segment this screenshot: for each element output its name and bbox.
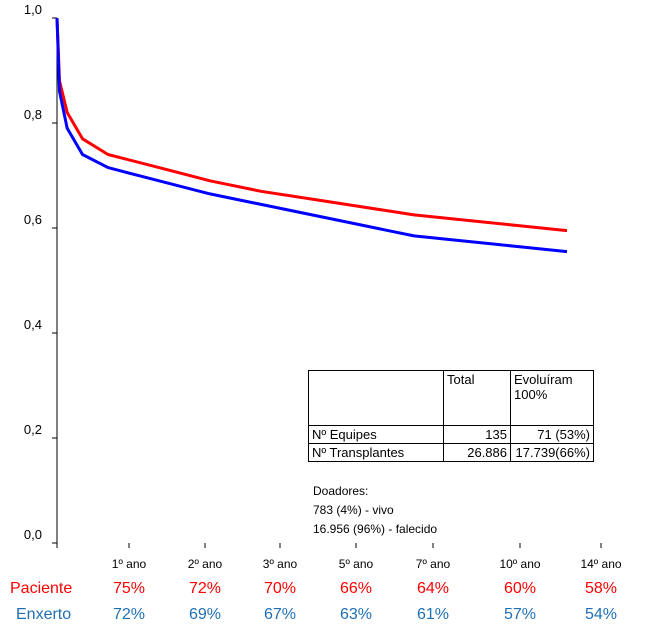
y-tick-label: 0,0	[23, 527, 42, 542]
series-lines	[55, 17, 568, 254]
table-empty-cell	[308, 370, 444, 426]
donors-title: Doadores:	[313, 484, 369, 498]
table-row-evoluiram: 71 (53%)	[510, 425, 594, 444]
table-row-total: 26.886	[443, 443, 511, 462]
series-line-enxerto	[55, 17, 568, 254]
x-tick-label: 1º ano	[111, 557, 147, 571]
summary-row-value: 66%	[339, 580, 373, 597]
table-header-evoluiram: Evoluíram 100%	[510, 370, 594, 426]
table-row-label: Nº Transplantes	[308, 443, 444, 462]
summary-row-value: 72%	[112, 606, 146, 623]
donors-line-falecido: 16.956 (96%) - falecido	[313, 522, 438, 536]
table-row-total: 135	[443, 425, 511, 444]
x-tick-label: 2º ano	[187, 557, 223, 571]
summary-row-value: 61%	[416, 606, 450, 623]
x-tick-label: 10º ano	[499, 557, 541, 571]
summary-row-value: 63%	[339, 606, 373, 623]
series-line-paciente	[55, 17, 568, 233]
x-tick-label: 3º ano	[262, 557, 298, 571]
summary-row-label: Enxerto	[16, 606, 72, 623]
table-row-evoluiram: 17.739(66%)	[510, 443, 594, 462]
summary-row-value: 64%	[416, 580, 450, 597]
summary-row-value: 75%	[112, 580, 146, 597]
table-header-row: Total Evoluíram 100%	[308, 370, 594, 426]
donors-line-vivo: 783 (4%) - vivo	[313, 503, 394, 517]
y-tick-label: 0,2	[23, 422, 42, 437]
summary-row-label: Paciente	[10, 580, 73, 597]
summary-row-value: 69%	[188, 606, 222, 623]
y-tick-label: 0,6	[23, 212, 42, 227]
y-tick-marks	[52, 17, 57, 544]
x-tick-label: 5º ano	[338, 557, 374, 571]
summary-row-value: 54%	[584, 606, 618, 623]
summary-row-value: 70%	[263, 580, 297, 597]
summary-row-value: 72%	[188, 580, 222, 597]
donors-note: Doadores: 783 (4%) - vivo 16.956 (96%) -…	[313, 482, 437, 539]
y-tick-label: 0,4	[23, 317, 42, 332]
x-tick-marks	[56, 543, 602, 548]
table-header-total: Total	[443, 370, 511, 426]
summary-row-value: 57%	[503, 606, 537, 623]
info-table: Total Evoluíram 100% Nº Equipes 135 71 (…	[308, 370, 594, 462]
y-tick-label: 0,8	[23, 107, 42, 122]
y-tick-label: 1,0	[23, 2, 42, 17]
summary-row-value: 67%	[263, 606, 297, 623]
summary-row-value: 58%	[584, 580, 618, 597]
table-row: Nº Transplantes 26.886 17.739(66%)	[308, 443, 594, 462]
table-row-label: Nº Equipes	[308, 425, 444, 444]
x-tick-label: 7º ano	[415, 557, 451, 571]
summary-row-value: 60%	[503, 580, 537, 597]
x-tick-label: 14º ano	[580, 557, 622, 571]
table-row: Nº Equipes 135 71 (53%)	[308, 425, 594, 444]
